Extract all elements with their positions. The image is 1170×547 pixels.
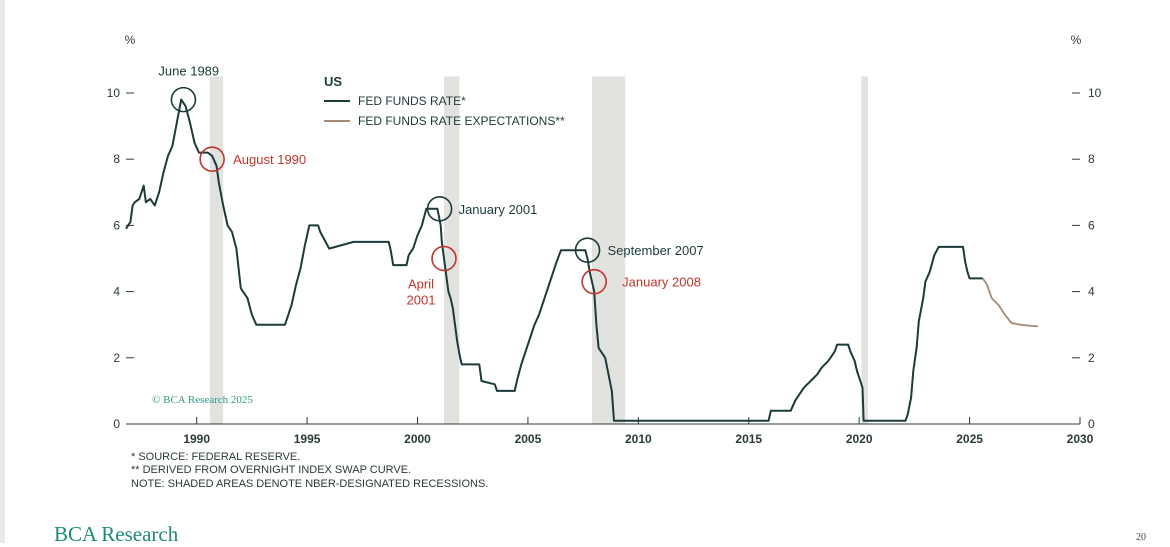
legend-label: FED FUNDS RATE EXPECTATIONS** — [358, 114, 565, 128]
legend-label: FED FUNDS RATE* — [358, 94, 466, 108]
annotation-circle — [199, 146, 225, 172]
chart-watermark: © BCA Research 2025 — [152, 394, 253, 406]
fed-funds-chart: 0 0 2 2 4 4 6 6 8 8 10 10 1990 1995 2000 2005 2010 2015 20… — [107, 33, 1102, 446]
x-tick-label: 2005 — [515, 432, 542, 446]
annotation-circle — [574, 237, 601, 264]
y-tick-label-left: 4 — [113, 285, 120, 299]
fed-funds-expectations-line — [982, 277, 1039, 328]
note-recessions: NOTE: SHADED AREAS DENOTE NBER-DESIGNATE… — [131, 478, 489, 490]
legend-title: US — [324, 74, 342, 89]
note-source: * SOURCE: FEDERAL RESERVE. — [131, 451, 301, 463]
y-unit-left: % — [125, 33, 136, 47]
x-tick-label: 1990 — [183, 432, 210, 446]
y-tick-label-right: 6 — [1088, 218, 1095, 232]
y-tick-label-right: 10 — [1088, 86, 1102, 100]
recession-bands — [209, 76, 868, 424]
fed-funds-rate-line — [125, 98, 983, 422]
y-tick-label-left: 0 — [113, 417, 120, 431]
annotation-label: January 2008 — [622, 275, 701, 290]
chart-axes: 0 0 2 2 4 4 6 6 8 8 10 10 1990 1995 2000 2005 2010 2015 20… — [107, 33, 1102, 446]
chart-legend: US FED FUNDS RATE* FED FUNDS RATE EXPECTAT… — [324, 74, 565, 128]
page-edge — [0, 0, 5, 543]
x-tick-label: 2025 — [956, 432, 983, 446]
recession-band — [209, 76, 224, 424]
note-expectations: ** DERIVED FROM OVERNIGHT INDEX SWAP CUR… — [131, 464, 412, 476]
annotation-label: June 1989 — [158, 64, 219, 79]
x-tick-label: 1995 — [294, 432, 321, 446]
annotation-label: August 1990 — [233, 152, 306, 167]
brand-logo-text: BCA Research — [54, 522, 179, 546]
x-tick-label: 2030 — [1067, 432, 1094, 446]
annotation-label: September 2007 — [608, 243, 704, 258]
recession-band — [591, 76, 626, 424]
annotation-circle — [431, 245, 457, 272]
y-unit-right: % — [1071, 33, 1082, 47]
annotation-circle — [170, 86, 197, 113]
y-tick-label-right: 2 — [1088, 351, 1095, 365]
y-tick-label-right: 8 — [1088, 152, 1095, 166]
x-tick-label: 2010 — [625, 432, 652, 446]
y-tick-label-left: 6 — [113, 218, 120, 232]
annotation-circle — [426, 196, 453, 222]
chart-series — [125, 98, 1039, 422]
y-tick-label-left: 2 — [113, 351, 120, 365]
page-number: 20 — [1136, 532, 1146, 543]
chart-annotations: June 1989 August 1990 January 2001 April 200… — [158, 64, 703, 308]
annotation-circle — [581, 268, 607, 295]
recession-band — [861, 76, 868, 424]
y-tick-label-right: 4 — [1088, 285, 1095, 299]
y-tick-label-left: 10 — [107, 86, 121, 100]
x-tick-label: 2020 — [846, 432, 873, 446]
y-tick-label-left: 8 — [113, 152, 120, 166]
annotation-label: January 2001 — [459, 202, 538, 217]
x-tick-label: 2000 — [404, 432, 431, 446]
x-tick-label: 2015 — [735, 432, 762, 446]
y-tick-label-right: 0 — [1088, 417, 1095, 431]
annotation-label: April 2001 — [407, 277, 436, 308]
